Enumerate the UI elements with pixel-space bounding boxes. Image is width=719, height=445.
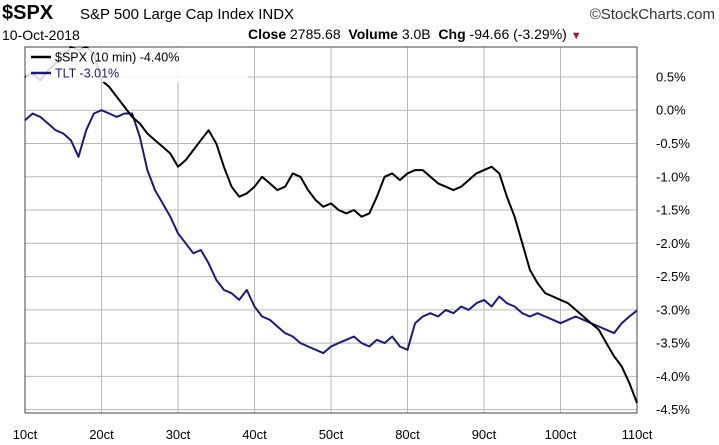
grid-lines — [24, 47, 638, 413]
y-tick-label: -1.0% — [656, 169, 690, 184]
series-lines — [24, 46, 638, 404]
chart-date: 10-Oct-2018 — [2, 27, 80, 43]
down-triangle-icon: ▼ — [570, 30, 582, 42]
legend: $SPX (10 min) -4.40% TLT -3.01% — [26, 48, 248, 82]
x-axis-labels: 10ct 20ct 30ct 40ct 50ct 80ct 90ct 100ct 110ct — [13, 427, 653, 442]
symbol-title: $SPX — [2, 2, 54, 24]
y-tick-label: -3.0% — [656, 302, 690, 317]
y-tick-label: -2.5% — [656, 269, 690, 284]
y-tick-label: -4.0% — [656, 369, 690, 384]
legend-spx-label: $SPX (10 min) -4.40% — [55, 51, 179, 65]
volume-value: 3.0B — [401, 26, 431, 42]
volume-label: Volume — [348, 26, 398, 42]
quote-summary: Close 2785.68 Volume 3.0B Chg -94.66 (-3… — [248, 26, 582, 42]
x-tick-label: 100ct — [545, 427, 577, 442]
y-tick-label: -0.5% — [656, 136, 690, 151]
x-tick-label: 30ct — [166, 427, 191, 442]
legend-tlt-label: TLT -3.01% — [55, 67, 119, 81]
close-label: Close — [248, 26, 287, 42]
legend-background — [26, 48, 248, 82]
index-description: S&P 500 Large Cap Index INDX — [80, 6, 294, 23]
x-tick-label: 10ct — [13, 427, 38, 442]
y-axis-labels: 0.5% 0.0% -0.5% -1.0% -1.5% -2.0% -2.5% -3.0% -3… — [656, 69, 690, 417]
chg-value: -94.66 (-3.29%) — [469, 26, 567, 42]
stockcharts-logo[interactable]: ©StockCharts.com — [589, 6, 715, 23]
description-text: S&P 500 Large Cap Index — [80, 6, 255, 23]
y-tick-label: 0.0% — [656, 103, 686, 118]
close-value: 2785.68 — [290, 26, 341, 42]
y-tick-label: -4.5% — [656, 402, 690, 417]
y-tick-label: -2.0% — [656, 236, 690, 251]
spx-series-line — [24, 46, 638, 404]
y-tick-label: -3.5% — [656, 336, 690, 351]
chart-header: $SPX S&P 500 Large Cap Index INDX ©Stock… — [2, 0, 717, 46]
x-tick-label: 40ct — [242, 427, 267, 442]
exchange-text: INDX — [258, 6, 295, 23]
x-tick-label: 90ct — [472, 427, 497, 442]
chg-label: Chg — [438, 26, 466, 42]
tlt-series-line — [24, 109, 638, 355]
x-tick-label: 110ct — [622, 427, 653, 442]
y-tick-label: -1.5% — [656, 203, 690, 218]
x-tick-label: 50ct — [319, 427, 344, 442]
x-tick-label: 80ct — [395, 427, 420, 442]
y-tick-label: 0.5% — [656, 69, 686, 84]
x-tick-label: 20ct — [89, 427, 114, 442]
plot-area-border — [24, 46, 638, 414]
